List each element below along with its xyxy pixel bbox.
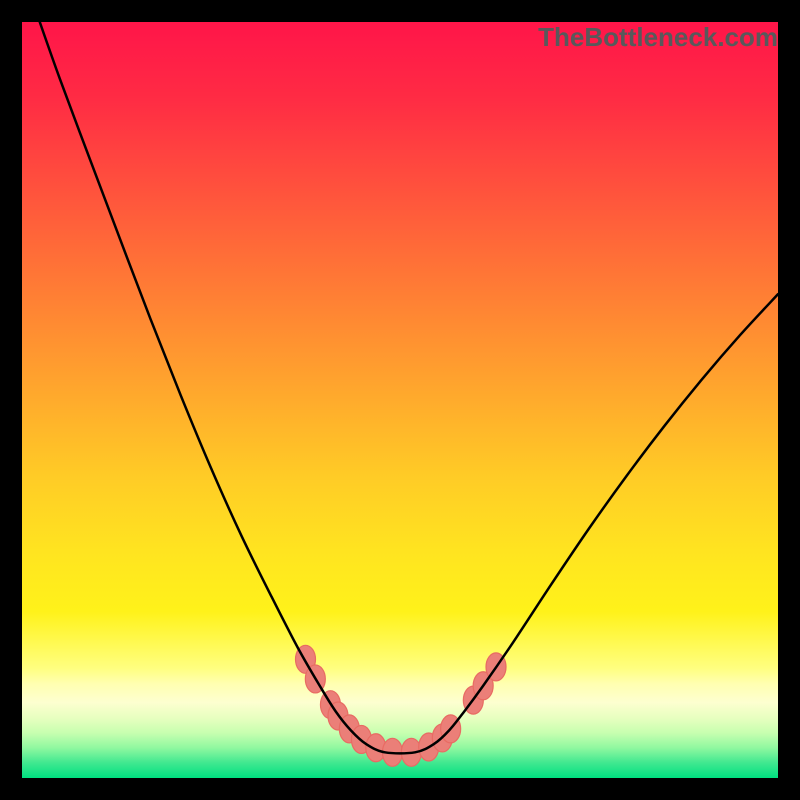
bottleneck-curve-chart [0, 0, 800, 800]
watermark-text: TheBottleneck.com [538, 22, 778, 53]
plot-background [22, 22, 778, 778]
chart-container: TheBottleneck.com [0, 0, 800, 800]
